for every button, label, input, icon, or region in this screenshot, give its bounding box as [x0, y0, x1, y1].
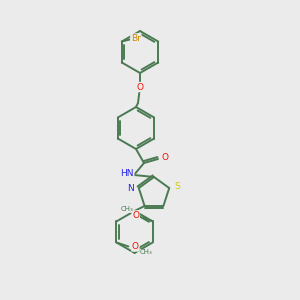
- Text: CH₃: CH₃: [120, 206, 133, 212]
- Text: S: S: [174, 182, 180, 190]
- Text: O: O: [161, 154, 169, 163]
- Text: O: O: [132, 242, 139, 251]
- Text: CH₃: CH₃: [140, 249, 153, 255]
- Text: N: N: [128, 184, 134, 193]
- Text: O: O: [136, 82, 143, 91]
- Text: HN: HN: [120, 169, 134, 178]
- Text: O: O: [132, 211, 139, 220]
- Text: Br: Br: [131, 34, 141, 43]
